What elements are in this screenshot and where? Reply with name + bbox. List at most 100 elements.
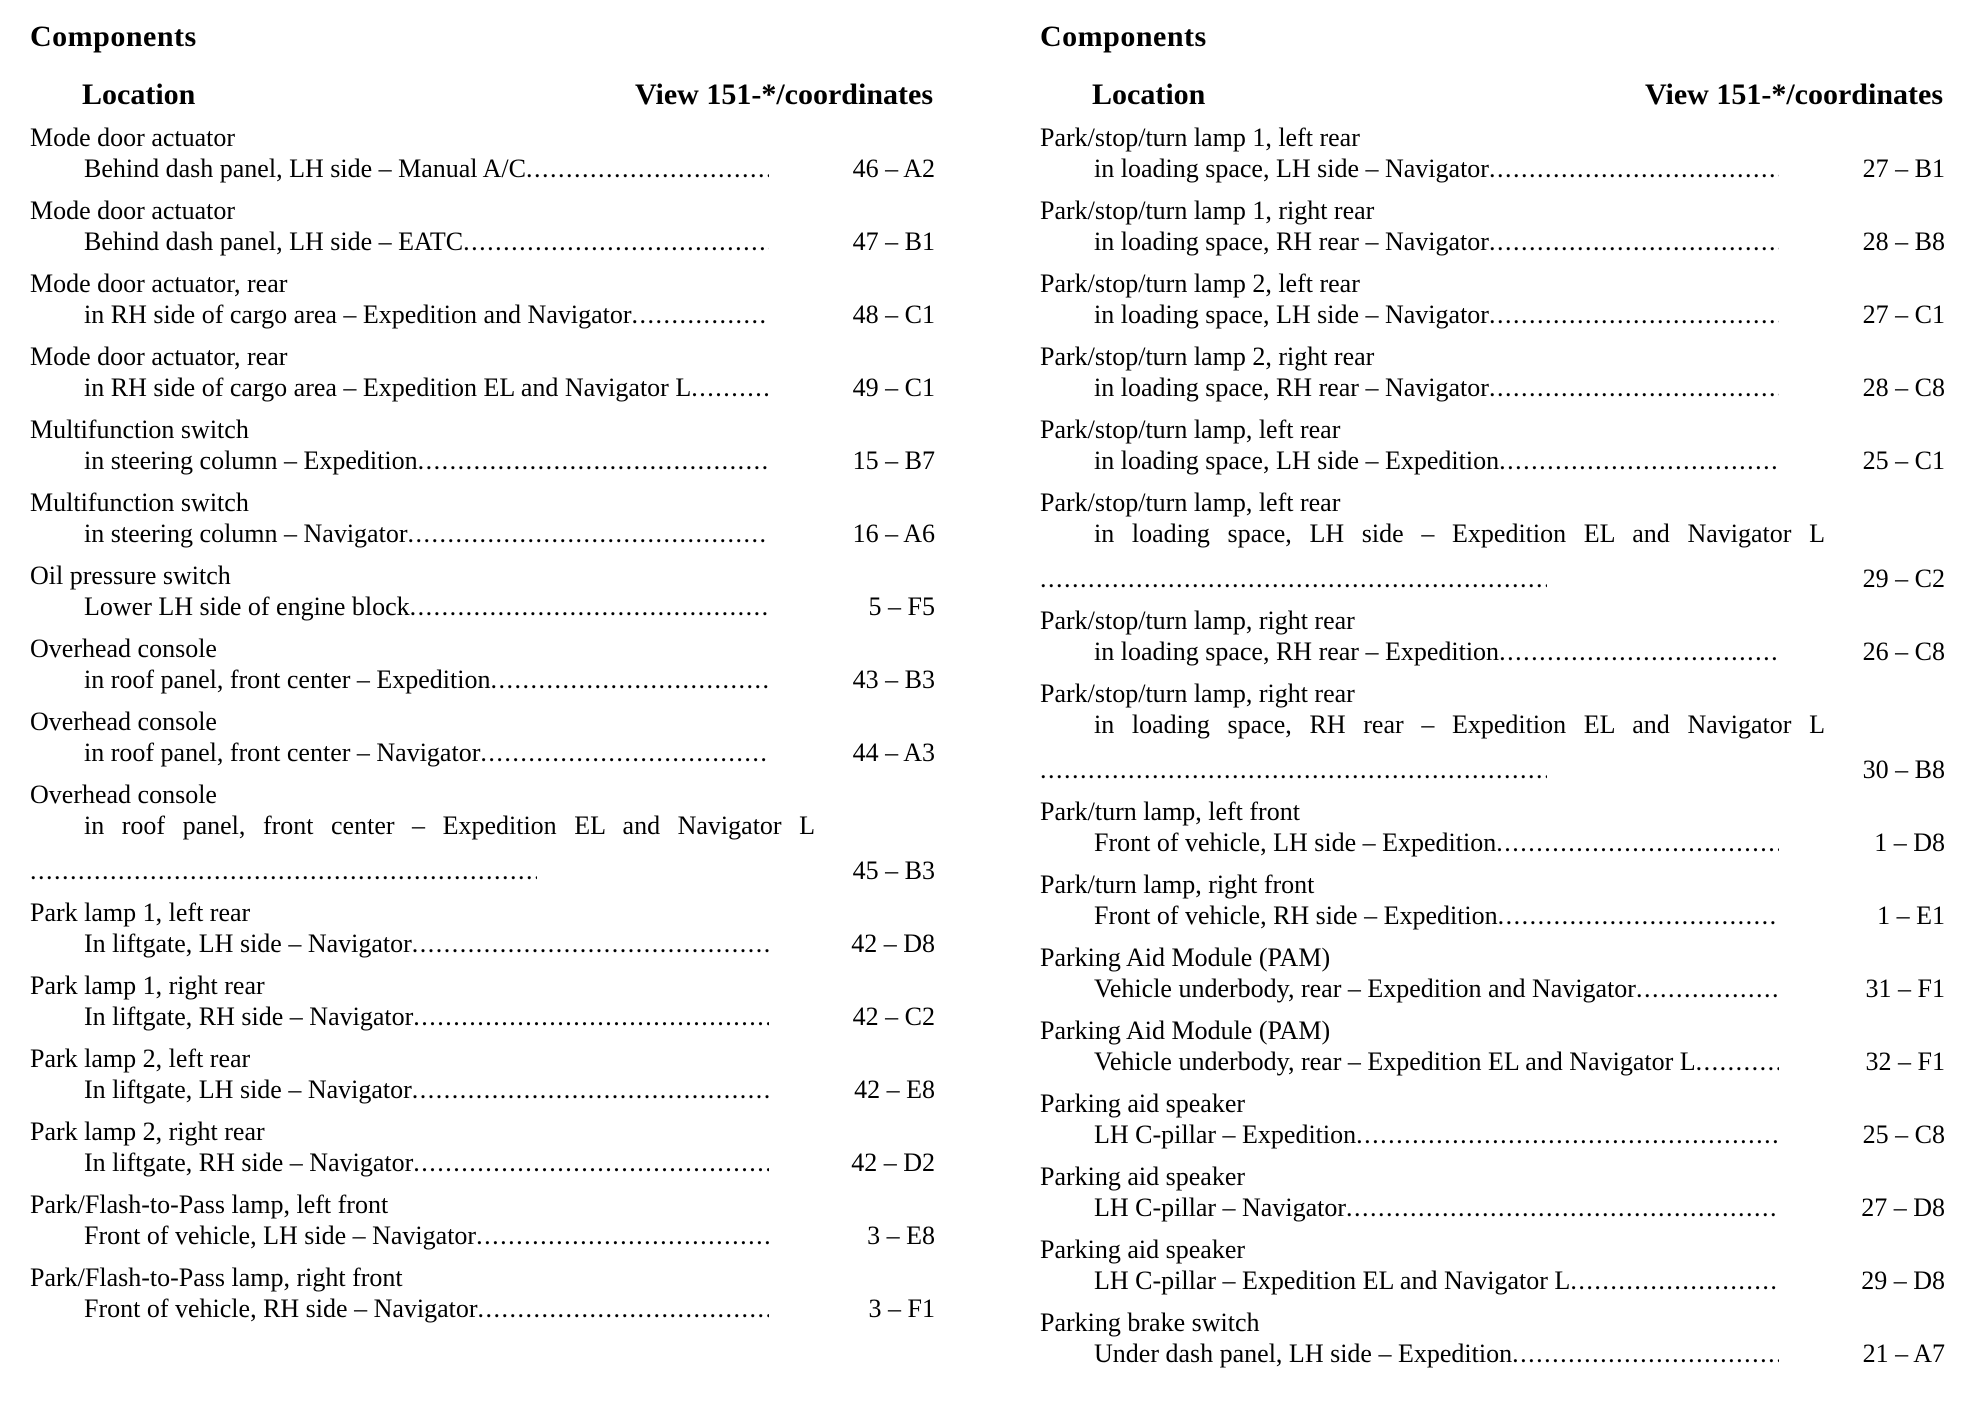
component-coordinate: 1 – D8 [1874, 828, 1945, 857]
component-location-row: Lower LH side of engine block 5 – F5 [30, 591, 935, 622]
component-coordinate: 5 – F5 [868, 592, 935, 621]
component-entry: Park/Flash-to-Pass lamp, left front Fron… [30, 1189, 935, 1251]
component-location-row: in loading space, RH rear – Navigator 28… [1040, 372, 1945, 403]
view-coordinates-column-header: View 151-*/coordinates [634, 78, 933, 111]
component-name: Park/stop/turn lamp 1, left rear [1040, 123, 1360, 152]
component-entry: Park/stop/turn lamp 1, left rear in load… [1040, 122, 1945, 184]
component-name: Mode door actuator [30, 123, 236, 152]
component-name: Park/stop/turn lamp 2, right rear [1040, 342, 1375, 371]
component-name: Parking aid speaker [1040, 1235, 1246, 1264]
dot-leader [1499, 445, 1779, 476]
component-coordinate: 29 – C2 [1862, 564, 1945, 593]
component-entry: Parking brake switch Under dash panel, L… [1040, 1307, 1945, 1369]
component-location: in loading space, RH rear – Expedition [1094, 637, 1500, 666]
dot-leader [1570, 1265, 1779, 1296]
component-coordinate: 29 – D8 [1861, 1266, 1945, 1295]
component-entry: Mode door actuator Behind dash panel, LH… [30, 195, 935, 257]
dot-leader [478, 1293, 769, 1324]
component-location-row: in loading space, LH side – Expedition 2… [1040, 445, 1945, 476]
components-column-left: Components Location View 151-*/coordinat… [30, 14, 935, 1408]
component-location: in loading space, LH side – Navigator [1094, 300, 1489, 329]
component-location: In liftgate, RH side – Navigator [84, 1002, 414, 1031]
component-location-row: In liftgate, RH side – Navigator 42 – D2 [30, 1147, 935, 1178]
component-name: Park lamp 1, right rear [30, 971, 265, 1000]
component-coordinate: 1 – E1 [1877, 901, 1945, 930]
component-coordinate: 48 – C1 [852, 300, 935, 329]
component-location: In liftgate, LH side – Navigator [84, 929, 412, 958]
component-coordinate: 3 – E8 [867, 1221, 935, 1250]
component-coordinate: 27 – D8 [1861, 1193, 1945, 1222]
component-coordinate: 30 – B8 [1862, 755, 1945, 784]
dot-leader [1346, 1192, 1779, 1223]
component-name: Parking aid speaker [1040, 1162, 1246, 1191]
dot-leader [1498, 900, 1779, 931]
component-coordinate: 46 – A2 [852, 154, 935, 183]
component-location-row: In liftgate, RH side – Navigator 42 – C2 [30, 1001, 935, 1032]
components-heading: Components [30, 20, 197, 53]
component-location-row: Behind dash panel, LH side – Manual A/C … [30, 153, 935, 184]
dot-leader [691, 372, 769, 403]
component-entry: Oil pressure switch Lower LH side of eng… [30, 560, 935, 622]
component-location: Under dash panel, LH side – Expedition [1094, 1339, 1513, 1368]
component-location-row: in roof panel, front center – Navigator … [30, 737, 935, 768]
component-coordinate: 25 – C8 [1862, 1120, 1945, 1149]
component-entries-list: Mode door actuator Behind dash panel, LH… [30, 122, 935, 1324]
dot-leader [30, 855, 537, 886]
component-name: Park/turn lamp, left front [1040, 797, 1300, 826]
component-location-row: Vehicle underbody, rear – Expedition and… [1040, 973, 1945, 1004]
component-location: Front of vehicle, LH side – Expedition [1094, 828, 1497, 857]
component-name: Park/Flash-to-Pass lamp, right front [30, 1263, 403, 1292]
component-coordinate: 32 – F1 [1865, 1047, 1945, 1076]
component-location-row: In liftgate, LH side – Navigator 42 – E8 [30, 1074, 935, 1105]
component-location: in loading space, LH side – Expedition E… [1094, 519, 1825, 548]
dot-leader [412, 1074, 769, 1105]
component-location: in loading space, RH rear – Navigator [1094, 227, 1489, 256]
component-name: Park/stop/turn lamp, right rear [1040, 679, 1355, 708]
component-name: Park lamp 1, left rear [30, 898, 251, 927]
component-entry: Mode door actuator, rear in RH side of c… [30, 268, 935, 330]
component-name: Park/stop/turn lamp, left rear [1040, 488, 1341, 517]
component-location: in steering column – Expedition [84, 446, 418, 475]
dot-leader [1489, 299, 1779, 330]
component-location-row: Front of vehicle, RH side – Expedition 1… [1040, 900, 1945, 931]
component-location: in loading space, LH side – Navigator [1094, 154, 1489, 183]
component-entry: Parking aid speaker LH C-pillar – Expedi… [1040, 1088, 1945, 1150]
component-coordinate: 45 – B3 [852, 856, 935, 885]
component-name: Parking brake switch [1040, 1308, 1260, 1337]
component-location-row: Under dash panel, LH side – Expedition 2… [1040, 1338, 1945, 1369]
table-header: Location View 151-*/coordinates [30, 78, 935, 112]
component-location-row: Vehicle underbody, rear – Expedition EL … [1040, 1046, 1945, 1077]
component-location: in loading space, RH rear – Expedition E… [1094, 710, 1825, 739]
component-name: Mode door actuator [30, 196, 236, 225]
component-name: Mode door actuator, rear [30, 342, 288, 371]
component-coordinate: 27 – C1 [1862, 300, 1945, 329]
location-column-header: Location [1092, 78, 1206, 111]
component-location: in roof panel, front center – Navigator [84, 738, 481, 767]
component-location: Behind dash panel, LH side – EATC [84, 227, 464, 256]
component-location-row: LH C-pillar – Expedition EL and Navigato… [1040, 1265, 1945, 1296]
component-location: In liftgate, RH side – Navigator [84, 1148, 414, 1177]
component-location: in RH side of cargo area – Expedition an… [84, 300, 632, 329]
dot-leader [1696, 1046, 1779, 1077]
component-location: in loading space, LH side – Expedition [1094, 446, 1500, 475]
component-location-row: in steering column – Navigator 16 – A6 [30, 518, 935, 549]
component-entry: Park/stop/turn lamp 2, right rear in loa… [1040, 341, 1945, 403]
component-location: in steering column – Navigator [84, 519, 408, 548]
component-coordinate: 16 – A6 [852, 519, 935, 548]
component-entries-list: Park/stop/turn lamp 1, left rear in load… [1040, 122, 1945, 1369]
component-entry: Park/turn lamp, right front Front of veh… [1040, 869, 1945, 931]
component-location: in RH side of cargo area – Expedition EL… [84, 373, 692, 402]
dot-leader [1496, 827, 1779, 858]
component-entry: Park/stop/turn lamp, right rear in loadi… [1040, 678, 1945, 785]
component-name: Parking aid speaker [1040, 1089, 1246, 1118]
component-coordinate: 15 – B7 [852, 446, 935, 475]
component-location: Behind dash panel, LH side – Manual A/C [84, 154, 526, 183]
dot-leader [407, 518, 769, 549]
view-coordinates-column-header: View 151-*/coordinates [1644, 78, 1943, 111]
component-entry: Overhead console in roof panel, front ce… [30, 633, 935, 695]
component-location: LH C-pillar – Expedition [1094, 1120, 1357, 1149]
dot-leader [1040, 754, 1547, 785]
component-entry: Park lamp 2, right rear In liftgate, RH … [30, 1116, 935, 1178]
component-location-row: LH C-pillar – Navigator 27 – D8 [1040, 1192, 1945, 1223]
